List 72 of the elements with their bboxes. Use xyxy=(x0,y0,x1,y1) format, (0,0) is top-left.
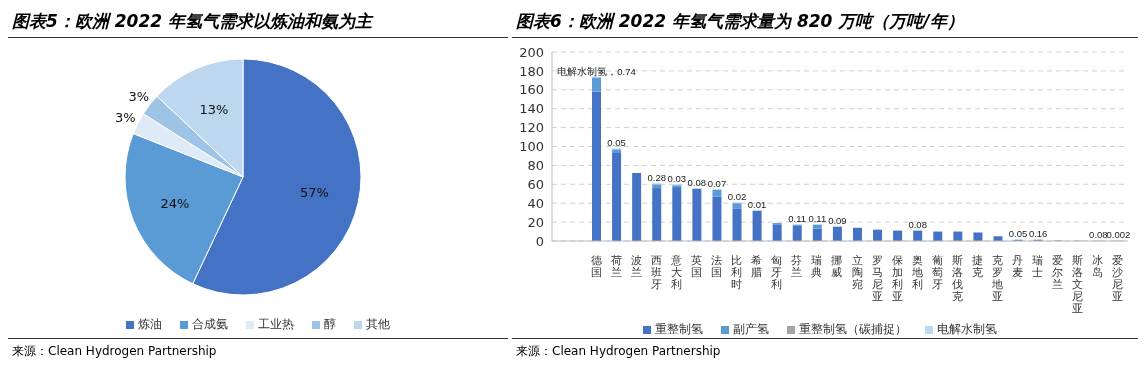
data-label: 24% xyxy=(160,196,190,212)
data-label: 0.09 xyxy=(828,214,847,226)
x-tick-label: 立陶宛 xyxy=(851,254,863,291)
x-tick-label: 波兰 xyxy=(630,254,642,279)
data-label: 0.03 xyxy=(667,173,687,185)
legend-label: 副产氢 xyxy=(732,321,769,338)
legend-label: 工业热 xyxy=(257,316,294,333)
legend-label: 炼油 xyxy=(137,316,162,333)
chart-title: 图表5：欧洲 2022 年氢气需求以炼油和氨为主 xyxy=(8,8,508,38)
y-tick-label: 0 xyxy=(535,233,544,249)
y-tick-label: 140 xyxy=(519,101,544,117)
legend-label: 其他 xyxy=(365,316,390,333)
y-tick-label: 180 xyxy=(519,63,544,79)
x-tick-label: 英国 xyxy=(690,254,702,279)
chart-title: 图表6：欧洲 2022 年氢气需求量为 820 万吨（万吨/年） xyxy=(512,8,1138,38)
x-tick-label: 斯洛文尼亚 xyxy=(1072,254,1084,315)
data-label: 0.05 xyxy=(607,137,626,149)
y-tick-label: 80 xyxy=(527,158,544,174)
x-tick-label: 瑞士 xyxy=(1032,254,1044,279)
data-label: 0.01 xyxy=(747,198,767,210)
x-tick-label: 捷克 xyxy=(971,254,983,279)
data-label: 0.08 xyxy=(1089,229,1108,240)
data-label: 0.11 xyxy=(808,212,827,224)
x-tick-label: 德国 xyxy=(590,254,602,279)
data-label: 0.02 xyxy=(727,191,747,203)
source-note: 来源：Clean Hydrogen Partnership xyxy=(12,343,218,360)
data-label: 0.05 xyxy=(1008,228,1028,240)
x-tick-label: 罗马尼亚 xyxy=(871,254,883,303)
x-tick-label: 希腊 xyxy=(751,254,763,279)
x-tick-label: 西班牙 xyxy=(650,254,662,291)
x-tick-label: 芬兰 xyxy=(791,254,803,279)
y-tick-label: 20 xyxy=(527,214,544,230)
x-tick-label: 冰岛 xyxy=(1092,254,1104,279)
data-label: 3% xyxy=(115,109,136,125)
data-label: 0.08 xyxy=(908,218,927,230)
x-tick-label: 匈牙利 xyxy=(771,254,783,291)
x-tick-label: 奥地利 xyxy=(910,254,923,291)
data-label: 0.16 xyxy=(1028,228,1048,240)
source-note: 来源：Clean Hydrogen Partnership xyxy=(516,343,722,360)
data-label: 0.07 xyxy=(707,177,727,189)
data-label: 3% xyxy=(128,88,150,104)
x-tick-label: 保加利亚 xyxy=(891,254,903,303)
legend-label: 重整制氢 xyxy=(654,321,703,338)
x-tick-label: 意大利 xyxy=(669,254,682,291)
x-tick-label: 葡萄牙 xyxy=(931,254,943,291)
x-tick-label: 丹麦 xyxy=(1012,254,1024,279)
legend-label: 电解水制氢 xyxy=(936,321,997,338)
data-label: 13% xyxy=(199,102,229,118)
data-label: 57% xyxy=(299,185,329,201)
y-tick-label: 100 xyxy=(519,139,544,155)
data-label: 0.11 xyxy=(788,212,807,224)
data-label: 电解水制氢，0.74 xyxy=(557,65,636,77)
x-tick-label: 比利时 xyxy=(731,254,743,291)
legend-label: 合成氨 xyxy=(191,316,228,333)
x-tick-label: 克罗地亚 xyxy=(991,254,1004,303)
x-tick-label: 爱尔兰 xyxy=(1052,254,1064,291)
y-tick-label: 200 xyxy=(519,44,544,60)
data-label: 0.28 xyxy=(647,172,666,184)
x-tick-label: 荷兰 xyxy=(610,254,622,279)
x-tick-label: 斯洛伐克 xyxy=(951,254,963,303)
y-tick-label: 40 xyxy=(527,195,544,211)
x-tick-label: 爱沙尼亚 xyxy=(1112,254,1124,303)
x-tick-label: 瑞典 xyxy=(811,254,823,279)
legend-label: 重整制氢（碳捕捉） xyxy=(798,321,907,338)
data-label: 0.002 xyxy=(1106,229,1131,240)
y-tick-label: 120 xyxy=(519,120,544,136)
legend-label: 醇 xyxy=(323,316,336,333)
y-tick-label: 60 xyxy=(527,176,544,192)
x-tick-label: 法国 xyxy=(710,254,722,279)
y-tick-label: 160 xyxy=(519,82,544,98)
data-label: 0.08 xyxy=(687,177,707,189)
x-tick-label: 挪威 xyxy=(831,254,843,279)
